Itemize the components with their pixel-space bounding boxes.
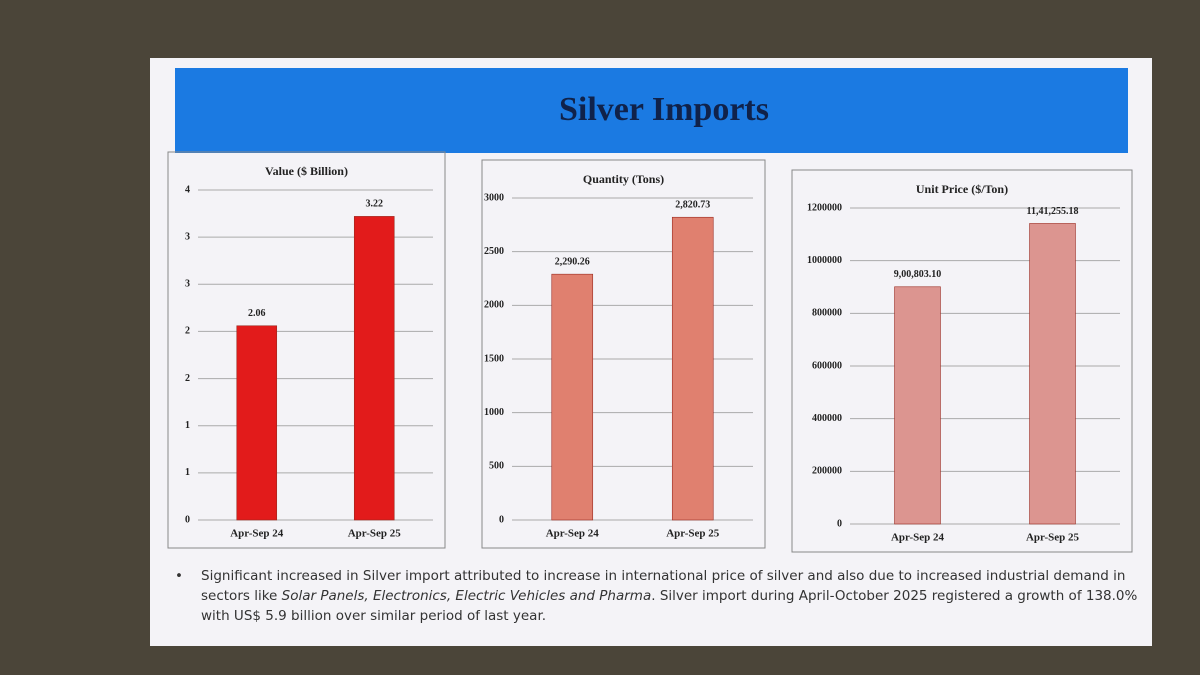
y-tick-label: 600000	[812, 360, 842, 371]
y-tick-label: 400000	[812, 413, 842, 424]
y-tick-label: 200000	[812, 466, 842, 477]
chart-title: Quantity (Tons)	[583, 172, 664, 186]
y-tick-label: 1	[185, 420, 190, 431]
y-tick-label: 1	[185, 467, 190, 478]
bullet-note: Significant increased in Silver import a…	[175, 566, 1151, 626]
value-label: 3.22	[366, 199, 384, 210]
y-tick-label: 2500	[484, 246, 504, 257]
y-tick-label: 0	[499, 514, 504, 525]
y-tick-label: 3000	[484, 192, 504, 203]
value-label: 2,290.26	[555, 256, 590, 267]
chart-frame	[167, 151, 446, 549]
x-tick-label: Apr-Sep 24	[546, 528, 600, 540]
value-label: 2,820.73	[675, 200, 710, 211]
value-label: 11,41,255.18	[1027, 206, 1079, 217]
y-tick-label: 1500	[484, 353, 504, 364]
y-tick-label: 800000	[812, 308, 842, 319]
note-text: Significant increased in Silver import a…	[201, 568, 1126, 604]
y-tick-label: 2	[185, 373, 190, 384]
y-tick-label: 1000000	[807, 255, 842, 266]
y-tick-label: 500	[489, 461, 504, 472]
y-tick-label: 3	[185, 279, 190, 290]
y-tick-label: 2000	[484, 300, 504, 311]
y-tick-label: 4	[185, 184, 190, 195]
y-tick-label: 3	[185, 231, 190, 242]
bar	[353, 216, 395, 521]
x-tick-label: Apr-Sep 24	[230, 528, 284, 540]
slide-title: Silver Imports	[559, 91, 769, 128]
x-tick-label: Apr-Sep 25	[348, 528, 402, 540]
y-tick-label: 0	[837, 518, 842, 529]
x-tick-label: Apr-Sep 25	[666, 528, 720, 540]
chart-title: Unit Price ($/Ton)	[916, 182, 1008, 196]
bar	[236, 325, 278, 521]
chart-frame	[791, 169, 1133, 553]
y-tick-label: 0	[185, 514, 190, 525]
bar	[551, 273, 594, 521]
note-italic: Solar Panels, Electronics, Electric Vehi…	[281, 588, 652, 604]
x-tick-label: Apr-Sep 24	[891, 532, 945, 544]
value-label: 9,00,803.10	[894, 269, 942, 280]
title-banner	[175, 68, 1128, 153]
chart-title: Value ($ Billion)	[265, 164, 348, 178]
bar	[1029, 223, 1076, 525]
value-label: 2.06	[248, 308, 266, 319]
bar	[671, 216, 714, 521]
y-tick-label: 2	[185, 326, 190, 337]
chart-frame	[481, 159, 766, 549]
y-tick-label: 1200000	[807, 202, 842, 213]
bar	[894, 286, 941, 525]
y-tick-label: 1000	[484, 407, 504, 418]
note-text: . Silver import during April-October 202…	[201, 588, 1138, 624]
x-tick-label: Apr-Sep 25	[1026, 532, 1080, 544]
